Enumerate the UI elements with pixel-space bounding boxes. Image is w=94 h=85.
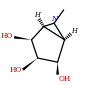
Text: H: H [71,28,77,36]
Text: N: N [51,15,57,23]
Polygon shape [22,58,38,71]
Polygon shape [14,36,32,40]
Text: OH: OH [58,75,71,83]
Polygon shape [56,62,59,75]
Text: H: H [34,11,40,19]
Text: HO: HO [1,32,13,40]
Text: HO: HO [10,66,22,74]
